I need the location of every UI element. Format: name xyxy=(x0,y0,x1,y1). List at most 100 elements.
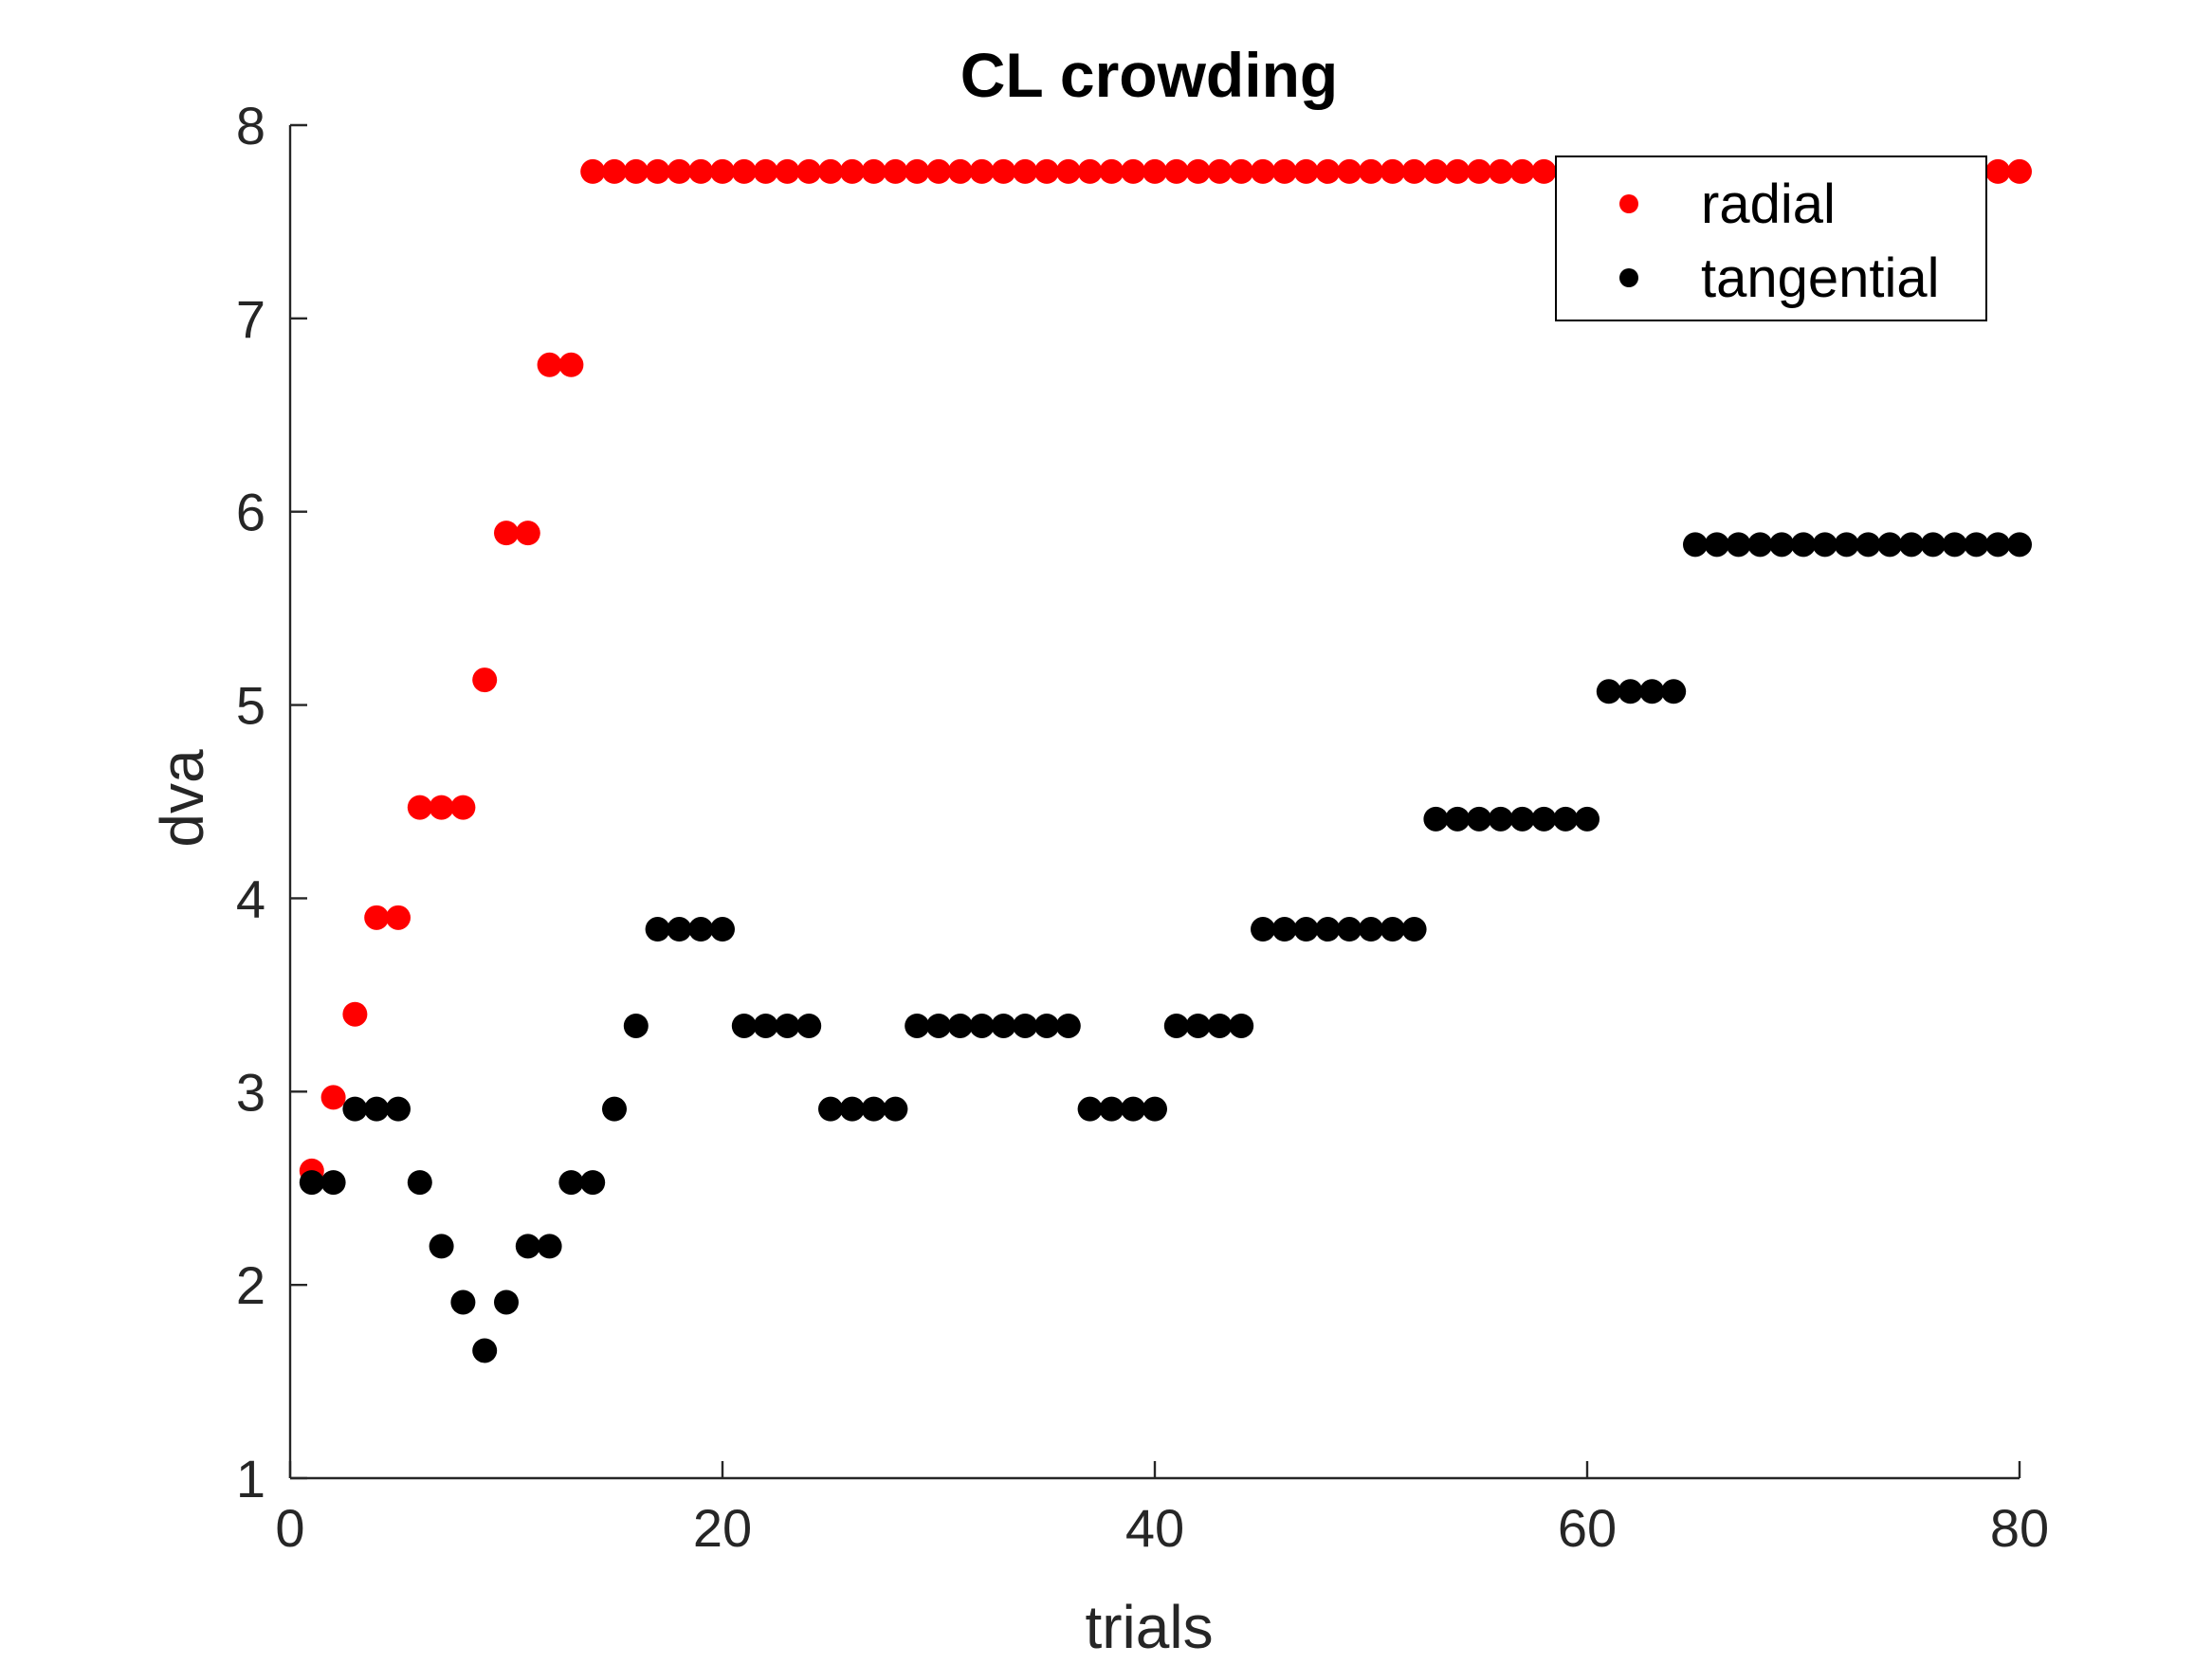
data-point xyxy=(1271,917,1297,942)
data-point xyxy=(1942,532,1967,558)
legend: radial tangential xyxy=(1555,155,1987,321)
data-point xyxy=(623,158,649,184)
data-point xyxy=(1380,917,1405,942)
data-point xyxy=(1163,158,1189,184)
data-point xyxy=(515,1234,540,1259)
data-point xyxy=(796,1013,822,1038)
data-point xyxy=(753,1013,778,1038)
data-point xyxy=(537,352,562,377)
data-point xyxy=(753,158,778,184)
data-point xyxy=(1856,532,1881,558)
data-point xyxy=(667,917,692,942)
data-point xyxy=(1791,532,1816,558)
data-point xyxy=(1920,532,1946,558)
data-point xyxy=(1251,158,1275,184)
data-point xyxy=(1055,158,1081,184)
data-point xyxy=(1034,1013,1059,1038)
legend-marker xyxy=(1619,268,1638,287)
chart-title: CL crowding xyxy=(960,40,1338,110)
data-point xyxy=(905,1013,930,1038)
data-point xyxy=(623,1013,649,1038)
y-tick-label: 2 xyxy=(236,1255,265,1315)
y-tick-label: 7 xyxy=(236,289,265,349)
data-point xyxy=(1488,806,1513,832)
data-point xyxy=(710,158,735,184)
data-point xyxy=(472,667,498,693)
data-point xyxy=(342,1001,368,1027)
data-point xyxy=(1293,917,1319,942)
data-point xyxy=(1683,532,1708,558)
data-point xyxy=(645,158,670,184)
data-point xyxy=(1726,532,1751,558)
data-point xyxy=(1575,806,1600,832)
data-point xyxy=(688,158,714,184)
data-point xyxy=(926,158,951,184)
data-point xyxy=(926,1013,951,1038)
data-point xyxy=(688,917,714,942)
data-point xyxy=(1467,158,1491,184)
data-point xyxy=(1401,158,1427,184)
data-point xyxy=(1315,917,1341,942)
data-point xyxy=(1985,532,2011,558)
axes xyxy=(288,125,2020,1480)
data-point xyxy=(1293,158,1319,184)
data-point xyxy=(1099,1096,1124,1122)
data-point xyxy=(1380,158,1405,184)
x-tick-label: 80 xyxy=(1990,1498,2049,1558)
data-point xyxy=(386,905,411,930)
data-point xyxy=(1985,158,2011,184)
data-point xyxy=(947,158,973,184)
data-point xyxy=(1877,532,1903,558)
data-point xyxy=(494,1289,519,1315)
data-point xyxy=(558,352,584,377)
data-point xyxy=(1661,679,1687,704)
data-point xyxy=(472,1338,498,1363)
x-tick-label: 40 xyxy=(1125,1498,1184,1558)
data-point xyxy=(775,1013,800,1038)
data-point xyxy=(320,1170,346,1196)
data-point xyxy=(1618,679,1643,704)
data-point xyxy=(342,1096,368,1122)
data-point xyxy=(2007,532,2032,558)
data-point xyxy=(969,1013,995,1038)
data-point xyxy=(1531,806,1557,832)
legend-label: tangential xyxy=(1701,247,1940,309)
x-tick-label: 60 xyxy=(1558,1498,1617,1558)
data-point xyxy=(1251,917,1275,942)
data-point xyxy=(1055,1013,1081,1038)
data-point xyxy=(537,1234,562,1259)
data-point xyxy=(299,1170,324,1196)
data-point xyxy=(1812,532,1837,558)
data-point xyxy=(1207,158,1233,184)
data-point xyxy=(1445,806,1471,832)
data-point xyxy=(1185,1013,1211,1038)
data-point xyxy=(364,905,390,930)
y-tick-label: 1 xyxy=(236,1449,265,1509)
data-point xyxy=(1163,1013,1189,1038)
data-point xyxy=(1509,158,1535,184)
x-tick-label: 0 xyxy=(275,1498,304,1558)
data-point xyxy=(580,158,606,184)
data-point xyxy=(1834,532,1859,558)
data-point xyxy=(1207,1013,1233,1038)
data-point xyxy=(407,795,432,820)
data-point xyxy=(905,158,930,184)
data-point xyxy=(1271,158,1297,184)
data-point xyxy=(364,1096,390,1122)
data-point xyxy=(1143,158,1167,184)
data-point xyxy=(1337,158,1362,184)
data-point xyxy=(515,521,540,546)
data-point xyxy=(1769,532,1795,558)
data-point xyxy=(450,1289,476,1315)
data-point xyxy=(861,158,887,184)
data-point xyxy=(1467,806,1491,832)
data-point xyxy=(731,1013,757,1038)
data-point xyxy=(839,158,865,184)
data-point xyxy=(386,1096,411,1122)
data-point xyxy=(1423,158,1449,184)
data-point xyxy=(429,795,454,820)
data-point xyxy=(320,1085,346,1110)
series-tangential xyxy=(299,532,2032,1363)
x-tick-label: 20 xyxy=(693,1498,752,1558)
